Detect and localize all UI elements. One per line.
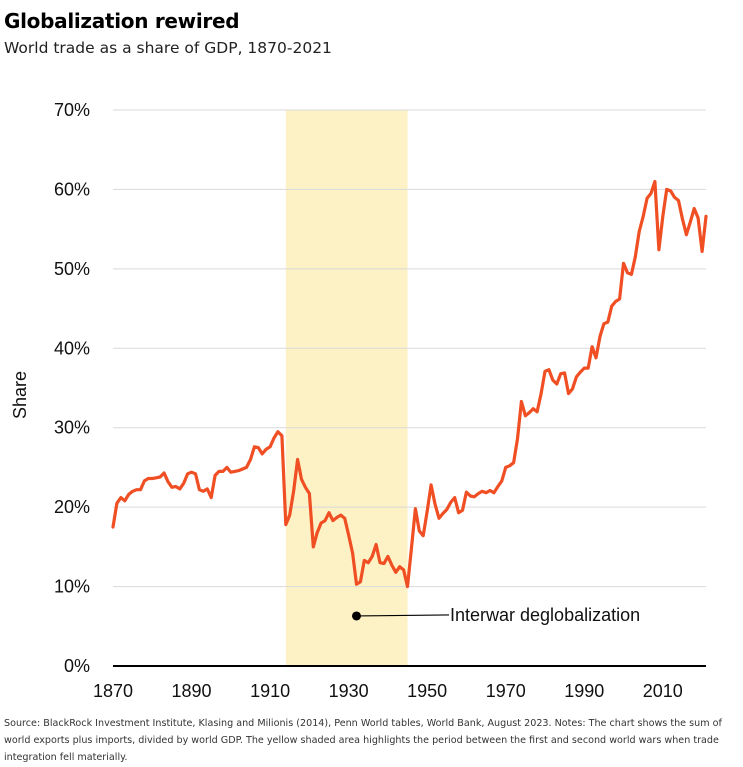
x-tick-labels: 1870 1890 1910 1930 1950 1970 1990 2010 (93, 681, 683, 701)
x-tick-label: 1990 (564, 681, 604, 701)
x-tick-label: 1910 (250, 681, 290, 701)
y-tick-label: 20% (54, 497, 90, 517)
annotation-layer: Interwar deglobalization (351, 605, 640, 625)
chart-title: Globalization rewired (4, 9, 240, 33)
y-tick-label: 10% (54, 577, 90, 597)
chart-subtitle: World trade as a share of GDP, 1870-2021 (4, 39, 332, 57)
interwar-shaded-region (285, 110, 408, 666)
annotation-label: Interwar deglobalization (450, 605, 640, 625)
y-tick-label: 30% (54, 418, 90, 438)
y-axis-label: Share (10, 371, 30, 419)
y-tick-label: 60% (54, 179, 90, 199)
trade-share-line (111, 179, 708, 589)
y-tick-label: 40% (54, 338, 90, 358)
gridlines (113, 109, 706, 588)
series-layer (111, 179, 708, 589)
y-tick-label: 0% (64, 656, 90, 676)
x-tick-label: 1930 (329, 681, 369, 701)
y-tick-label: 50% (54, 259, 90, 279)
annotation-dot (351, 611, 361, 621)
x-tick-label: 2010 (643, 681, 683, 701)
source-note: Source: BlackRock Investment Institute, … (4, 718, 722, 763)
y-tick-labels: 0% 10% 20% 30% 40% 50% 60% 70% (54, 100, 90, 676)
x-tick-label: 1890 (172, 681, 212, 701)
y-tick-label: 70% (54, 100, 90, 120)
x-tick-label: 1950 (407, 681, 447, 701)
line-chart: 0% 10% 20% 30% 40% 50% 60% 70% 1870 1890 1910 1930… (10, 100, 708, 701)
shaded-region-layer (285, 110, 408, 666)
x-tick-label: 1870 (93, 681, 133, 701)
x-tick-label: 1970 (486, 681, 526, 701)
annotation-leader-line (356, 614, 450, 617)
